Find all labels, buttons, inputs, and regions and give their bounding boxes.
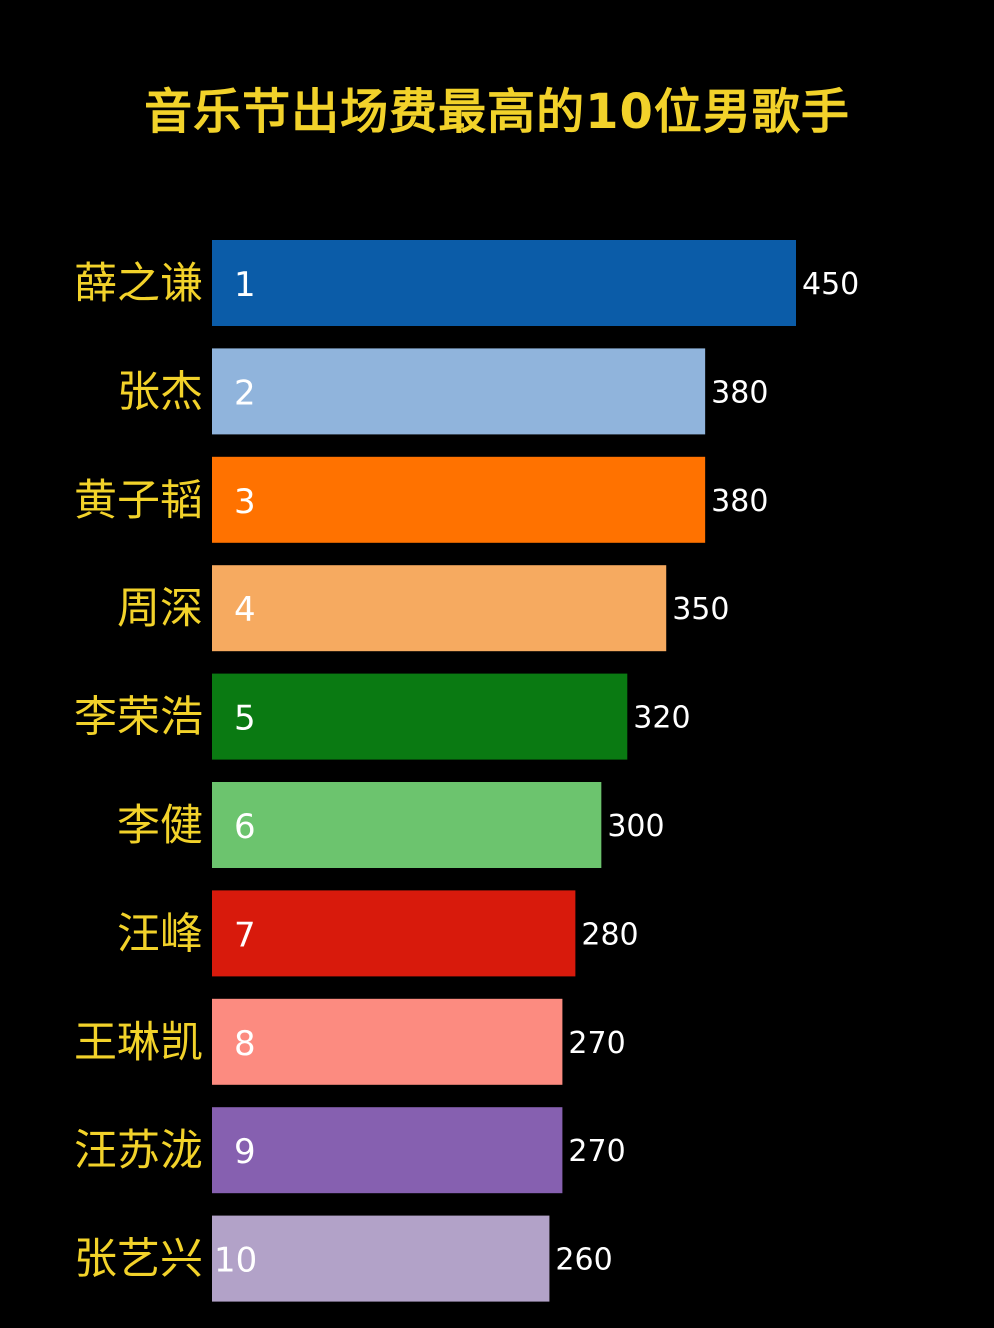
value-label: 380 [711,484,768,519]
chart-title: 音乐节出场费最高的10位男歌手 [144,84,850,140]
bar [212,1107,563,1194]
bar [212,565,667,652]
rank-label: 9 [234,1132,256,1172]
category-label: 王琳凯 [74,1018,203,1068]
bar [212,673,628,760]
category-label: 薛之谦 [74,259,203,309]
value-label: 350 [672,592,729,627]
bar [212,348,706,435]
value-label: 320 [633,701,690,736]
rank-label: 2 [234,373,256,413]
value-label: 280 [581,917,638,952]
category-label: 李荣浩 [74,693,203,743]
rank-label: 3 [234,482,256,522]
rank-label: 5 [234,699,256,739]
bar [212,998,563,1085]
category-label: 黄子韬 [74,476,203,526]
category-label: 张艺兴 [74,1235,203,1285]
bar [212,1215,550,1302]
rank-label: 10 [214,1241,257,1281]
category-label: 张杰 [117,367,203,417]
rank-label: 8 [234,1024,256,1064]
category-label: 周深 [117,584,203,634]
bar [212,456,706,543]
value-label: 270 [568,1134,625,1169]
rank-label: 7 [234,915,256,955]
value-label: 300 [607,809,664,844]
rank-label: 6 [234,807,256,847]
value-label: 260 [555,1243,612,1278]
bar [212,240,796,326]
rank-label: 1 [234,265,256,305]
rank-label: 4 [234,590,256,630]
category-label: 汪峰 [117,909,203,959]
category-label: 汪苏泷 [74,1126,203,1176]
category-label: 李健 [117,801,203,851]
bar [212,890,576,977]
bar [212,782,602,868]
value-label: 380 [711,375,768,410]
value-label: 450 [802,267,859,302]
value-label: 270 [568,1026,625,1061]
